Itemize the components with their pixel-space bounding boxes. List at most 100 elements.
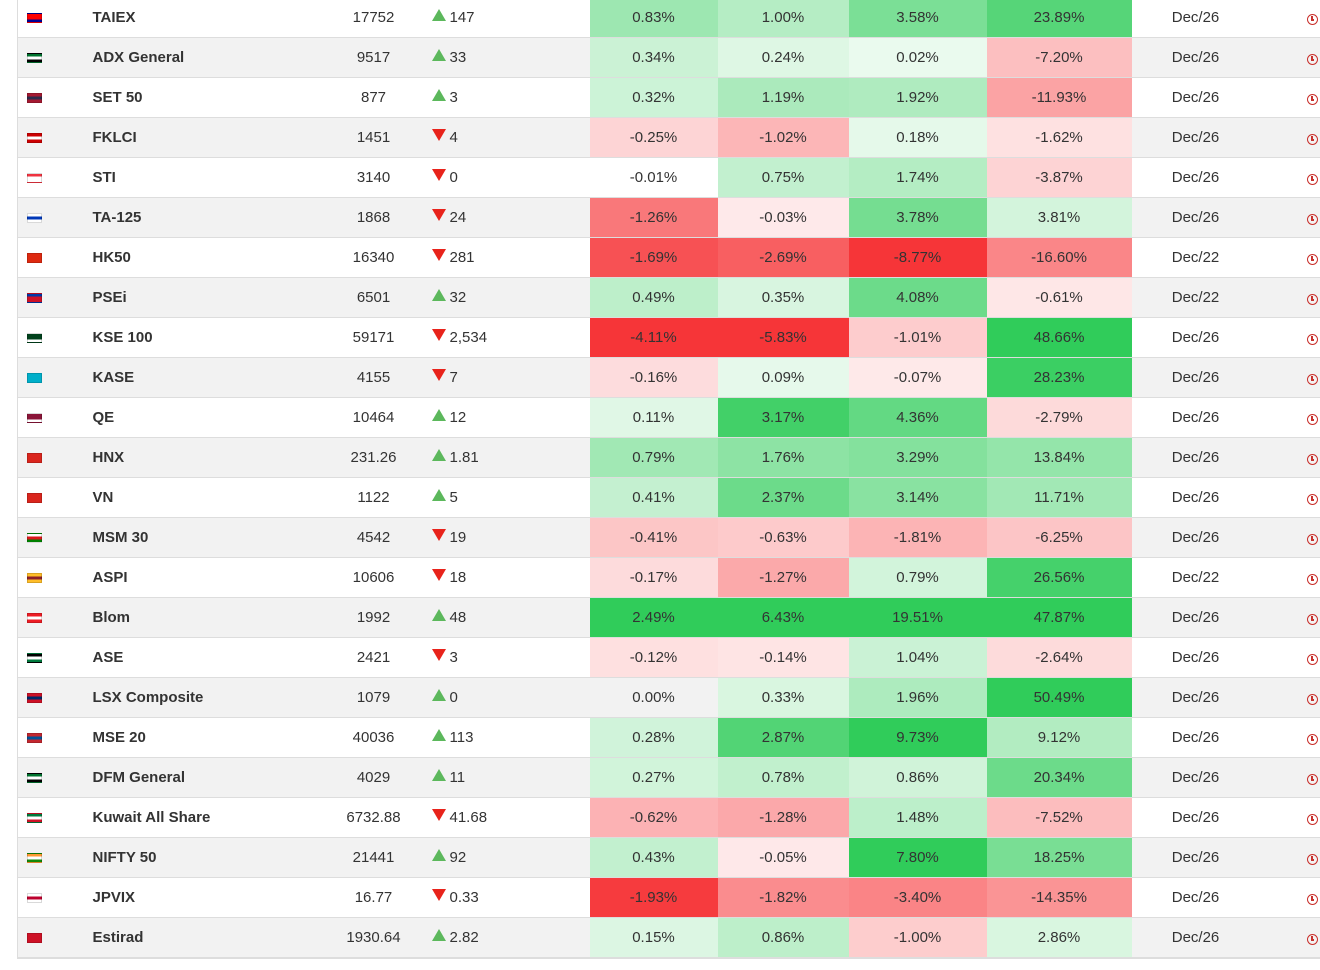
table-row[interactable]: LSX Composite 1079 0 0.00% 0.33% 1.96% 50.49% D… (17, 677, 1320, 718)
alarm-clock-icon[interactable] (1306, 374, 1318, 386)
alarm-clock-icon[interactable] (1306, 894, 1318, 906)
country-flag-icon (27, 413, 42, 424)
index-name-link[interactable]: KSE 100 (92, 329, 153, 346)
alarm-clock-icon[interactable] (1306, 454, 1318, 466)
alarm-clock-icon[interactable] (1306, 734, 1318, 746)
arrow-up-icon (431, 49, 446, 61)
table-row[interactable]: ASPI 10606 18 -0.17% -1.27% 0.79% 26.56% Dec/22 (17, 557, 1320, 598)
index-name-link[interactable]: DFM General (92, 769, 186, 786)
table-row[interactable]: TA-125 1868 24 -1.26% -0.03% 3.78% 3.81% Dec/26 (17, 197, 1320, 238)
index-name-link[interactable]: TAIEX (92, 9, 136, 26)
country-flag-icon (27, 533, 42, 544)
table-row[interactable]: MSE 20 40036 113 0.28% 2.87% 9.73% 9.12% Dec/26 (17, 717, 1320, 758)
alarm-clock-icon[interactable] (1306, 174, 1318, 186)
alert-cell (1259, 37, 1320, 78)
table-row[interactable]: DFM General 4029 11 0.27% 0.78% 0.86% 20.34% De… (17, 757, 1320, 798)
alarm-clock-icon[interactable] (1306, 814, 1318, 826)
change-value: 32 (449, 289, 467, 306)
index-name-link[interactable]: QE (92, 409, 115, 426)
table-row[interactable]: QE 10464 12 0.11% 3.17% 4.36% -2.79% Dec/26 (17, 397, 1320, 438)
day-change-cell: 0.28% (589, 717, 718, 758)
index-name-link[interactable]: MSE 20 (92, 729, 146, 746)
table-row[interactable]: JPVIX 16.77 0.33 -1.93% -1.82% -3.40% -14.35% D… (17, 877, 1320, 918)
index-name-link[interactable]: Estirad (92, 929, 144, 946)
week-change-cell: 2.37% (717, 477, 849, 518)
price-cell: 1079 (319, 677, 428, 718)
table-row[interactable]: SET 50 877 3 0.32% 1.19% 1.92% -11.93% Dec/26 (17, 77, 1320, 118)
alarm-clock-icon[interactable] (1306, 694, 1318, 706)
alarm-clock-icon[interactable] (1306, 134, 1318, 146)
alarm-clock-icon[interactable] (1306, 574, 1318, 586)
index-name-link[interactable]: ASPI (92, 569, 128, 586)
index-name-link[interactable]: PSEi (92, 289, 127, 306)
alarm-clock-icon[interactable] (1306, 854, 1318, 866)
index-name-link[interactable]: STI (92, 169, 116, 186)
index-name-link[interactable]: HNX (92, 449, 125, 466)
index-name-link[interactable]: Kuwait All Share (92, 809, 211, 826)
day-change-cell: -1.69% (589, 237, 718, 278)
alarm-clock-icon[interactable] (1306, 294, 1318, 306)
alert-cell (1259, 837, 1320, 878)
month-change-cell: 1.04% (848, 637, 987, 678)
index-name-link[interactable]: Blom (92, 609, 131, 626)
price-cell: 1868 (319, 197, 428, 238)
index-name-link[interactable]: MSM 30 (92, 529, 149, 546)
table-row[interactable]: HNX 231.26 1.81 0.79% 1.76% 3.29% 13.84% Dec/26 (17, 437, 1320, 478)
table-row[interactable]: MSM 30 4542 19 -0.41% -0.63% -1.81% -6.25% Dec/… (17, 517, 1320, 558)
index-name-link[interactable]: HK50 (92, 249, 131, 266)
table-row[interactable]: HK50 16340 281 -1.69% -2.69% -8.77% -16.60% Dec… (17, 237, 1320, 278)
day-change-cell: 0.27% (589, 757, 718, 798)
alarm-clock-icon[interactable] (1306, 14, 1318, 26)
table-row[interactable]: Estirad 1930.64 2.82 0.15% 0.86% -1.00% 2.86% D… (17, 917, 1320, 959)
change-cell: 147 (427, 0, 590, 38)
alarm-clock-icon[interactable] (1306, 214, 1318, 226)
alarm-clock-icon[interactable] (1306, 534, 1318, 546)
alarm-clock-icon[interactable] (1306, 334, 1318, 346)
table-row[interactable]: TAIEX 17752 147 0.83% 1.00% 3.58% 23.89% Dec/26 (17, 0, 1320, 38)
index-name-link[interactable]: ASE (92, 649, 124, 666)
index-name-cell: VN (77, 477, 320, 518)
index-name-link[interactable]: NIFTY 50 (92, 849, 157, 866)
index-name-cell: KSE 100 (77, 317, 320, 358)
alarm-clock-icon[interactable] (1306, 414, 1318, 426)
alarm-clock-icon[interactable] (1306, 654, 1318, 666)
country-flag-icon (27, 13, 42, 24)
index-name-link[interactable]: KASE (92, 369, 135, 386)
flag-cell (17, 357, 78, 398)
arrow-up-icon (431, 89, 446, 101)
change-value: 2.82 (449, 929, 479, 946)
table-row[interactable]: ASE 2421 3 -0.12% -0.14% 1.04% -2.64% Dec/26 (17, 637, 1320, 678)
week-change-cell: 0.35% (717, 277, 849, 318)
index-name-link[interactable]: ADX General (92, 49, 185, 66)
change-value: 0 (449, 169, 458, 186)
alarm-clock-icon[interactable] (1306, 774, 1318, 786)
change-value: 1.81 (449, 449, 479, 466)
index-name-link[interactable]: FKLCI (92, 129, 137, 146)
price-cell: 6501 (319, 277, 428, 318)
alarm-clock-icon[interactable] (1306, 54, 1318, 66)
table-row[interactable]: ADX General 9517 33 0.34% 0.24% 0.02% -7.20% De… (17, 37, 1320, 78)
alarm-clock-icon[interactable] (1306, 254, 1318, 266)
table-row[interactable]: NIFTY 50 21441 92 0.43% -0.05% 7.80% 18.25% Dec… (17, 837, 1320, 878)
table-row[interactable]: PSEi 6501 32 0.49% 0.35% 4.08% -0.61% Dec/22 (17, 277, 1320, 318)
index-name-link[interactable]: LSX Composite (92, 689, 204, 706)
date-cell: Dec/26 (1131, 437, 1260, 478)
index-name-link[interactable]: SET 50 (92, 89, 143, 106)
table-row[interactable]: Kuwait All Share 6732.88 41.68 -0.62% -1.28%… (17, 797, 1320, 838)
index-name-link[interactable]: JPVIX (92, 889, 136, 906)
index-name-link[interactable]: TA-125 (92, 209, 142, 226)
alarm-clock-icon[interactable] (1306, 494, 1318, 506)
table-row[interactable]: KASE 4155 7 -0.16% 0.09% -0.07% 28.23% Dec/26 (17, 357, 1320, 398)
stock-indexes-table: TAIEX 17752 147 0.83% 1.00% 3.58% 23.89% Dec/26… (17, 0, 1320, 959)
table-row[interactable]: FKLCI 1451 4 -0.25% -1.02% 0.18% -1.62% Dec/26 (17, 117, 1320, 158)
table-row[interactable]: VN 1122 5 0.41% 2.37% 3.14% 11.71% Dec/26 (17, 477, 1320, 518)
month-change-cell: 3.29% (848, 437, 987, 478)
table-row[interactable]: KSE 100 59171 2,534 -4.11% -5.83% -1.01% 48.66… (17, 317, 1320, 358)
alarm-clock-icon[interactable] (1306, 94, 1318, 106)
ytd-change-cell: -16.60% (986, 237, 1132, 278)
alarm-clock-icon[interactable] (1306, 614, 1318, 626)
table-row[interactable]: STI 3140 0 -0.01% 0.75% 1.74% -3.87% Dec/26 (17, 157, 1320, 198)
index-name-link[interactable]: VN (92, 489, 114, 506)
table-row[interactable]: Blom 1992 48 2.49% 6.43% 19.51% 47.87% Dec/26 (17, 597, 1320, 638)
alarm-clock-icon[interactable] (1306, 934, 1318, 946)
